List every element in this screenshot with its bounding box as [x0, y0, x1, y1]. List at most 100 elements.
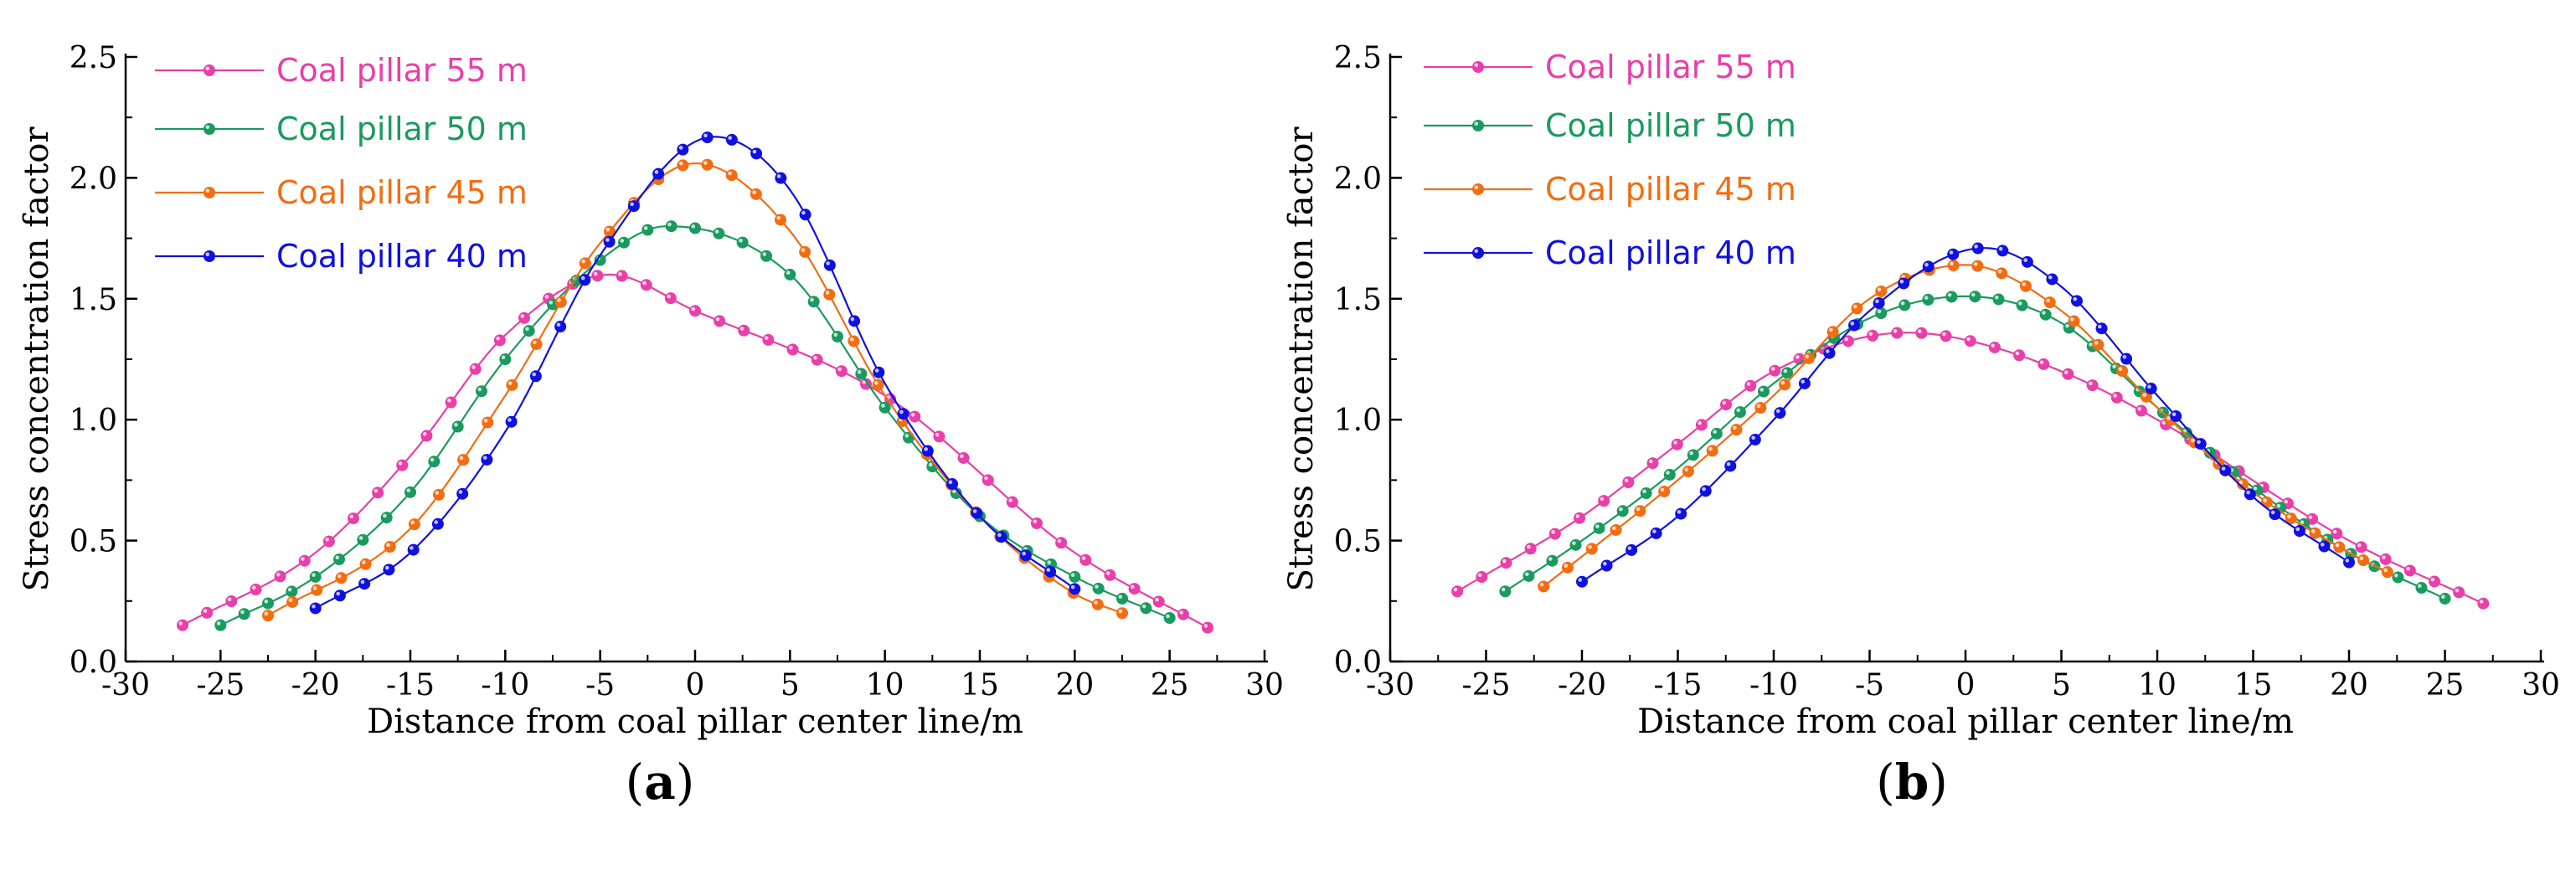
data-point [420, 430, 433, 442]
data-point-highlight [398, 461, 403, 466]
data-point-highlight [1775, 409, 1780, 414]
data-point [1092, 582, 1105, 595]
data-point [1710, 427, 1723, 440]
data-point [1769, 364, 1781, 377]
data-point-highlight [1795, 355, 1800, 359]
data-point [1675, 507, 1687, 520]
panel-label-a: (a) [625, 754, 695, 811]
data-point-highlight [1974, 245, 1978, 249]
data-point [1940, 330, 1952, 342]
data-point-highlight [312, 604, 316, 609]
data-point [1069, 583, 1081, 595]
data-point [482, 416, 494, 429]
data-point [1875, 285, 1888, 297]
data-point [775, 172, 787, 184]
data-point-highlight [1564, 564, 1569, 568]
data-point [518, 311, 530, 324]
legend-a: Coal pillar 55 m Coal pillar 50 m Coal pil… [155, 52, 528, 275]
data-point-highlight [549, 300, 554, 305]
data-point [775, 214, 786, 226]
data-point [1663, 468, 1676, 481]
data-point [616, 270, 628, 282]
data-point [506, 378, 518, 391]
data-point-highlight [406, 488, 411, 492]
data-point-highlight [301, 557, 305, 561]
y-axis-label: Stress concentration factor [18, 126, 56, 592]
data-point-highlight [1551, 530, 1555, 534]
data-point-highlight [960, 454, 964, 459]
data-point-highlight [2417, 584, 2422, 589]
data-point-highlight [2048, 275, 2053, 280]
data-point-highlight [1624, 478, 1629, 483]
data-point-highlight [605, 227, 611, 232]
data-point [359, 558, 372, 570]
data-point-highlight [1875, 299, 1879, 304]
data-point [946, 478, 959, 491]
data-point [1569, 538, 1582, 551]
data-point [903, 431, 914, 444]
data-point [372, 486, 384, 499]
data-point [2293, 525, 2306, 538]
legend-b: Coal pillar 55 m Coal pillar 50 m Coal pil… [1424, 49, 1796, 271]
data-point [333, 553, 345, 566]
data-point-highlight [2270, 510, 2275, 515]
data-point-highlight [1850, 322, 1855, 326]
data-point-highlight [410, 520, 415, 525]
data-point [1006, 496, 1018, 508]
x-tick-label: 30 [1245, 668, 1284, 703]
data-point [1576, 575, 1588, 588]
data-point-highlight [477, 387, 482, 392]
data-point [2379, 553, 2392, 565]
data-point-highlight [1118, 609, 1123, 614]
data-point [641, 224, 654, 236]
data-point-highlight [2142, 393, 2147, 397]
data-point-highlight [580, 275, 585, 281]
data-point [286, 585, 298, 598]
data-point-highlight [336, 591, 341, 596]
data-point-highlight [2022, 282, 2027, 286]
data-point-highlight [349, 514, 354, 519]
data-point [1779, 378, 1791, 391]
data-point-highlight [1636, 507, 1641, 512]
data-point [1500, 557, 1512, 569]
data-point-highlight [715, 317, 720, 322]
data-point [760, 250, 772, 262]
data-point [1774, 407, 1786, 420]
data-point-highlight [801, 248, 806, 252]
series-a-1 [214, 220, 1176, 631]
data-point-highlight [251, 585, 256, 590]
data-point [1163, 612, 1176, 625]
data-point [897, 408, 909, 420]
data-point-highlight [1524, 572, 1529, 577]
data-point-highlight [2113, 394, 2117, 398]
data-point-highlight [2221, 466, 2226, 471]
data-point [664, 292, 677, 305]
x-axis-label: Distance from coal pillar center line/m [1637, 703, 2294, 741]
data-point-highlight [507, 381, 513, 385]
data-point [689, 222, 701, 234]
data-point [554, 296, 567, 308]
data-point [835, 365, 848, 378]
data-point [1848, 319, 1861, 332]
data-point-highlight [2284, 499, 2289, 504]
data-point-highlight [2287, 514, 2291, 519]
data-point-highlight [642, 281, 647, 286]
data-point-highlight [904, 434, 909, 438]
data-point [2244, 488, 2256, 501]
data-point [433, 488, 445, 501]
data-point-highlight [360, 579, 365, 584]
data-point-highlight [2039, 360, 2044, 364]
series-a-3 [309, 131, 1081, 615]
data-point-highlight [240, 610, 245, 615]
data-point-highlight [762, 252, 767, 256]
data-point [357, 533, 369, 546]
data-point [2170, 409, 2182, 422]
data-point-highlight [739, 327, 744, 331]
data-point-highlight [459, 456, 464, 461]
data-point [701, 131, 714, 144]
x-tick-label: 20 [2330, 668, 2368, 703]
data-point-highlight [386, 543, 390, 548]
legend-marker [204, 250, 215, 262]
data-point [713, 227, 725, 239]
data-point-highlight [1829, 327, 1833, 332]
